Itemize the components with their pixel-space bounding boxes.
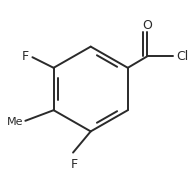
Text: Me: Me <box>7 117 23 127</box>
Text: Cl: Cl <box>176 50 188 63</box>
Text: F: F <box>70 158 78 171</box>
Text: F: F <box>22 50 29 63</box>
Text: O: O <box>142 19 152 32</box>
